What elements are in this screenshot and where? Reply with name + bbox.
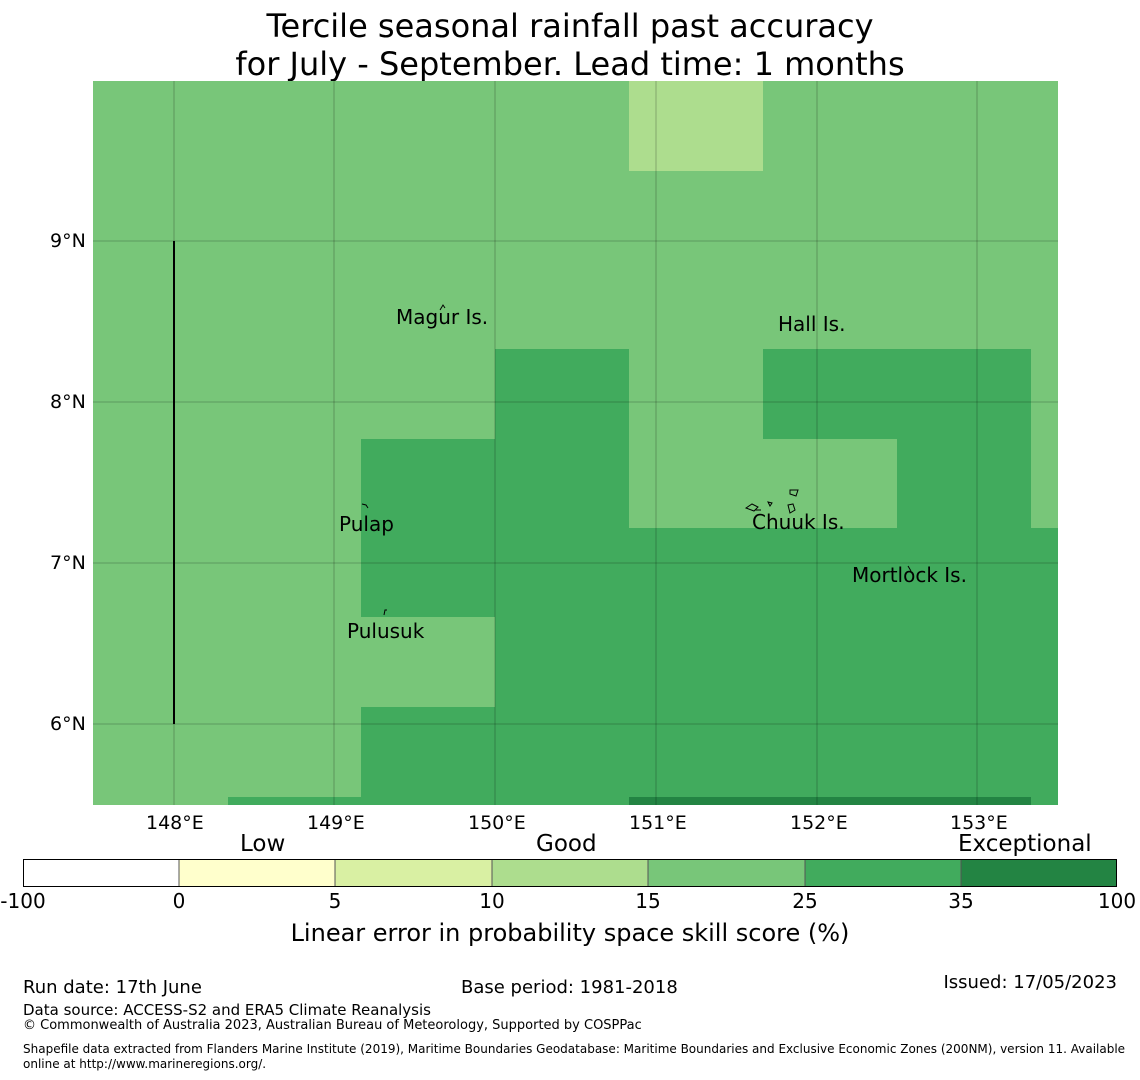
colorbar-bin xyxy=(335,859,492,887)
lon-tick-152e: 152°E xyxy=(790,812,848,834)
map-cell-strip xyxy=(228,797,361,805)
lat-tick-7n: 7°N xyxy=(50,552,86,574)
colorbar-bin xyxy=(648,859,805,887)
island-outline xyxy=(439,304,446,311)
colorbar-tick: 10 xyxy=(479,889,505,913)
place-label-chuuk: Chuuk Is. xyxy=(752,510,845,534)
place-label-magur: Magur Is. xyxy=(396,305,489,329)
lat-tick-6n: 6°N xyxy=(50,713,86,735)
lon-tick-151e: 151°E xyxy=(629,812,687,834)
island-outline xyxy=(744,503,759,512)
colorbar-tick: 100 xyxy=(1097,889,1137,913)
colorbar-tick: 0 xyxy=(172,889,186,913)
island-outline xyxy=(361,503,369,509)
island-outline xyxy=(907,565,912,572)
skill-score-map xyxy=(93,81,1058,805)
colorbar-bin xyxy=(805,859,961,887)
colorbar-label: Linear error in probability space skill … xyxy=(290,919,850,947)
island-outline xyxy=(767,501,773,507)
map-cell-dark xyxy=(495,349,629,805)
colorbar-bin xyxy=(492,859,648,887)
colorbar-bin xyxy=(23,859,179,887)
colorbar-bin xyxy=(179,859,335,887)
island-outline xyxy=(789,489,799,497)
colorbar xyxy=(23,859,1117,887)
island-outlines xyxy=(361,304,912,616)
colorbar-tick: 35 xyxy=(948,889,974,913)
map-cell-dark xyxy=(361,707,495,805)
colorbar-tick: 25 xyxy=(792,889,818,913)
island-outline xyxy=(787,503,796,514)
place-label-mortlock: Mortlock Is. xyxy=(852,563,967,587)
lat-tick-8n: 8°N xyxy=(50,391,86,413)
map-cell-dark xyxy=(361,439,495,617)
copyright: © Commonwealth of Australia 2023, Austra… xyxy=(23,1018,642,1033)
run-date: Run date: 17th June xyxy=(23,977,202,998)
category-low: Low xyxy=(240,831,286,857)
base-period: Base period: 1981-2018 xyxy=(461,977,678,998)
lon-tick-153e: 153°E xyxy=(950,812,1008,834)
lat-tick-9n: 9°N xyxy=(50,230,86,252)
colorbar-tick: 5 xyxy=(328,889,342,913)
map-cell-dark xyxy=(629,528,1058,805)
data-source: Data source: ACCESS-S2 and ERA5 Climate … xyxy=(23,1001,431,1019)
category-good: Good xyxy=(536,831,597,857)
place-label-hall: Hall Is. xyxy=(778,312,846,336)
map-title-line2: for July - September. Lead time: 1 month… xyxy=(235,45,905,83)
place-label-pulusuk: Pulusuk xyxy=(347,619,425,643)
colorbar-tick: -100 xyxy=(0,889,46,913)
colorbar-frame xyxy=(23,859,1117,887)
map-cell-light xyxy=(629,81,763,171)
category-exceptional: Exceptional xyxy=(958,831,1092,857)
lon-tick-149e: 149°E xyxy=(307,812,365,834)
map-cell-dark xyxy=(763,349,1031,439)
place-label-pulap: Pulap xyxy=(339,512,394,536)
map-cell-dark xyxy=(897,439,1031,528)
colorbar-bin xyxy=(961,859,1117,887)
island-outline xyxy=(383,609,387,616)
map-cell-strip xyxy=(629,797,1031,805)
issued-date: Issued: 17/05/2023 xyxy=(943,972,1117,993)
map-title-line1: Tercile seasonal rainfall past accuracy xyxy=(266,7,874,45)
shapefile-credit-line2: online at http://www.marineregions.org/. xyxy=(23,1057,267,1071)
lon-tick-148e: 148°E xyxy=(146,812,204,834)
colorbar-tick: 15 xyxy=(635,889,661,913)
shapefile-credit-line1: Shapefile data extracted from Flanders M… xyxy=(23,1042,1126,1056)
lon-tick-150e: 150°E xyxy=(468,812,526,834)
